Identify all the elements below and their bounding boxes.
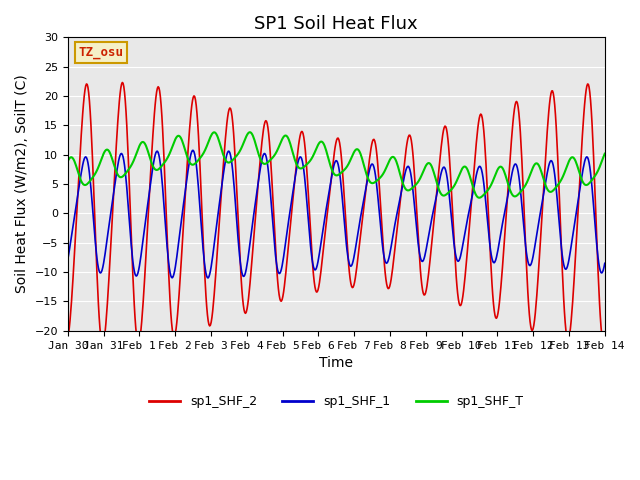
sp1_SHF_1 xyxy=(601,261,609,266)
Line: sp1_SHF_1: sp1_SHF_1 xyxy=(68,150,605,278)
sp1_SHF_T xyxy=(418,172,426,178)
sp1_SHF_1 xyxy=(403,165,411,170)
sp1_SHF_2 xyxy=(601,339,609,345)
Text: TZ_osu: TZ_osu xyxy=(79,46,124,59)
sp1_SHF_1 xyxy=(419,259,426,264)
Line: sp1_SHF_T: sp1_SHF_T xyxy=(68,132,605,198)
Y-axis label: Soil Heat Flux (W/m2), SoilT (C): Soil Heat Flux (W/m2), SoilT (C) xyxy=(15,75,29,293)
sp1_SHF_T xyxy=(184,154,191,160)
sp1_SHF_2 xyxy=(64,335,72,341)
sp1_SHF_2 xyxy=(184,148,192,154)
sp1_SHF_T xyxy=(129,160,136,166)
sp1_SHF_2 xyxy=(118,80,126,85)
sp1_SHF_2 xyxy=(418,282,426,288)
sp1_SHF_2 xyxy=(600,341,608,347)
sp1_SHF_2 xyxy=(403,146,410,152)
sp1_SHF_1 xyxy=(189,147,196,153)
sp1_SHF_2 xyxy=(212,262,220,268)
Title: SP1 Soil Heat Flux: SP1 Soil Heat Flux xyxy=(255,15,418,33)
sp1_SHF_T xyxy=(246,129,254,135)
sp1_SHF_1 xyxy=(213,218,221,224)
sp1_SHF_T xyxy=(476,195,483,201)
sp1_SHF_1 xyxy=(129,258,136,264)
sp1_SHF_T xyxy=(74,168,81,173)
sp1_SHF_1 xyxy=(64,257,72,263)
sp1_SHF_1 xyxy=(74,194,81,200)
Line: sp1_SHF_2: sp1_SHF_2 xyxy=(68,83,605,344)
sp1_SHF_T xyxy=(64,158,72,164)
sp1_SHF_2 xyxy=(74,197,81,203)
Legend: sp1_SHF_2, sp1_SHF_1, sp1_SHF_T: sp1_SHF_2, sp1_SHF_1, sp1_SHF_T xyxy=(144,390,529,413)
sp1_SHF_2 xyxy=(130,287,138,292)
sp1_SHF_1 xyxy=(184,173,191,179)
sp1_SHF_T xyxy=(601,151,609,156)
sp1_SHF_1 xyxy=(204,275,212,281)
X-axis label: Time: Time xyxy=(319,356,353,370)
sp1_SHF_T xyxy=(403,187,410,192)
sp1_SHF_T xyxy=(212,130,220,136)
